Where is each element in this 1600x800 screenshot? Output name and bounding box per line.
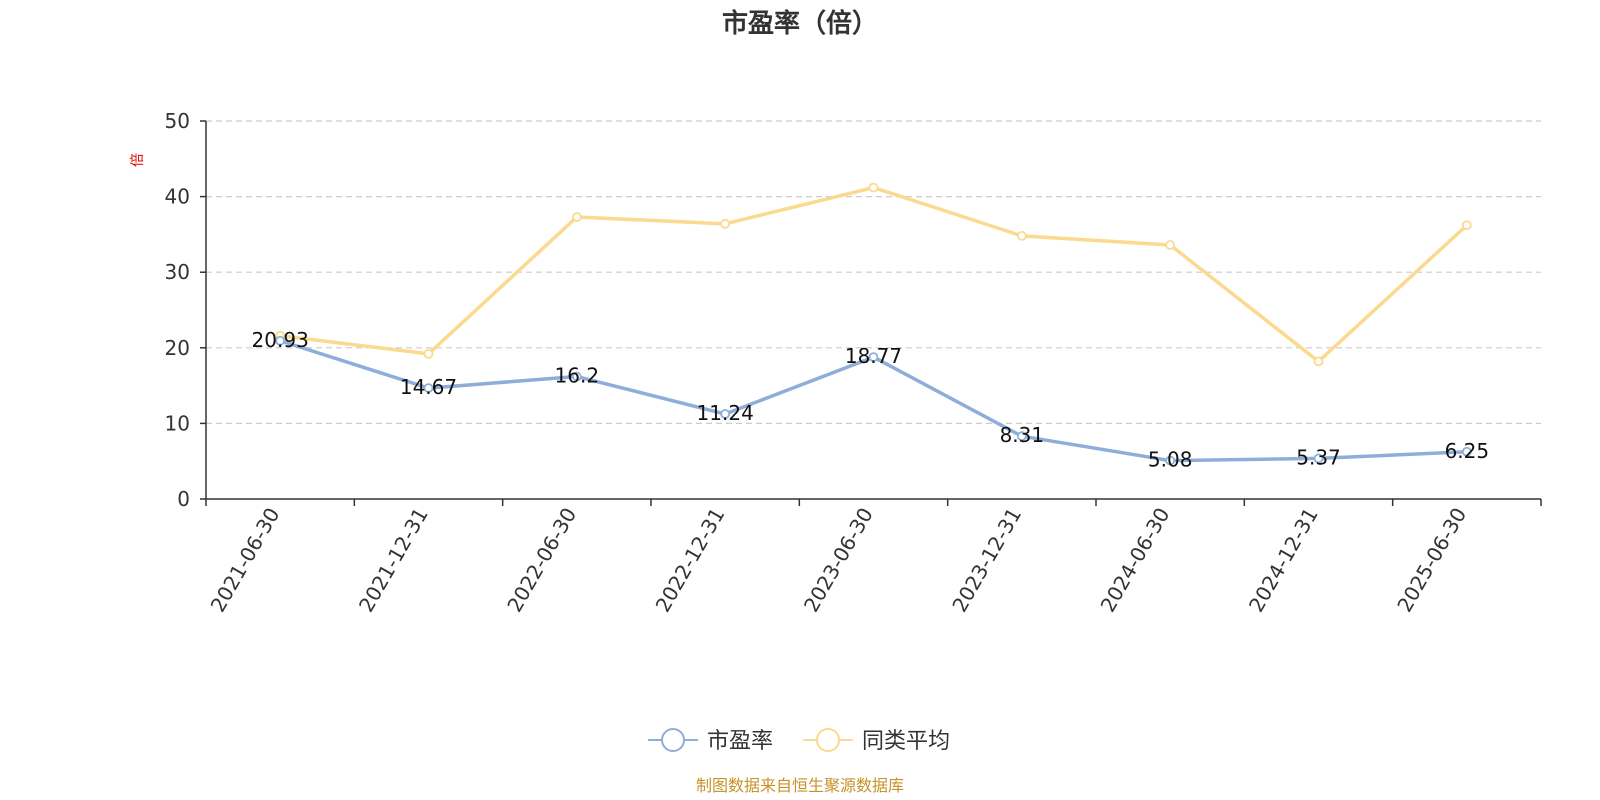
data-label: 5.08	[1148, 448, 1193, 472]
y-tick-label: 50	[165, 109, 190, 133]
data-label: 5.37	[1296, 445, 1341, 469]
data-label: 20.93	[252, 328, 309, 352]
data-point	[720, 409, 731, 419]
source-note: 制图数据来自恒生聚源数据库	[696, 776, 904, 795]
data-label: 18.77	[845, 344, 902, 368]
data-label: 14.67	[400, 375, 457, 399]
y-tick-label: 0	[177, 487, 190, 511]
x-tick-label: 2023-06-30	[799, 504, 878, 617]
data-point	[571, 371, 582, 382]
legend-item[interactable]: 同类平均	[803, 728, 950, 754]
y-axis-unit-label: 倍	[130, 153, 146, 167]
legend-item[interactable]: 市盈率	[648, 728, 773, 754]
grid-lines	[206, 120, 1541, 424]
data-point	[1461, 220, 1472, 231]
data-label: 6.25	[1445, 439, 1490, 463]
legend-marker	[661, 728, 685, 752]
data-point	[1016, 431, 1027, 442]
data-point	[571, 212, 582, 222]
series-line	[279, 185, 1469, 364]
y-tick-label: 30	[165, 260, 190, 284]
legend-label: 同类平均	[862, 729, 950, 754]
legend-label: 市盈率	[707, 729, 773, 754]
x-tick-label: 2025-06-30	[1392, 504, 1471, 617]
data-point	[275, 335, 286, 346]
data-point	[720, 218, 731, 229]
data-point	[1165, 455, 1176, 466]
x-tick-label: 2023-12-31	[947, 503, 1026, 616]
x-tick-label: 2024-06-30	[1096, 504, 1175, 617]
data-point	[1016, 231, 1027, 241]
data-label: 11.24	[697, 401, 754, 425]
data-point	[423, 383, 434, 393]
data-point	[1165, 240, 1176, 250]
series-lines	[275, 182, 1472, 466]
data-point	[1313, 453, 1324, 464]
data-point	[1461, 446, 1472, 457]
data-point	[868, 182, 879, 193]
data-label: 16.2	[555, 364, 600, 388]
data-point	[1313, 356, 1324, 367]
y-tick-label: 40	[165, 185, 190, 209]
x-tick-label: 2021-12-31	[354, 504, 433, 617]
data-point	[423, 348, 434, 359]
data-label: 8.31	[1000, 423, 1045, 447]
y-tick-label: 20	[165, 336, 190, 360]
x-tick-label: 2021-06-30	[206, 504, 285, 617]
x-tick-label: 2024-12-31	[1244, 504, 1323, 617]
data-point	[868, 352, 879, 362]
legend-marker	[816, 728, 840, 752]
legend[interactable]: 市盈率 同类平均	[648, 728, 950, 754]
x-tick-label: 2022-12-31	[651, 504, 730, 617]
x-tick-label: 2022-06-30	[502, 504, 581, 617]
data-labels: 20.93 14.67 16.2 11.24 18.77 8.31 5.08 5.37 6.25	[252, 328, 1490, 472]
chart-title: 市盈率（倍）	[722, 8, 878, 39]
y-tick-label: 10	[165, 411, 190, 435]
